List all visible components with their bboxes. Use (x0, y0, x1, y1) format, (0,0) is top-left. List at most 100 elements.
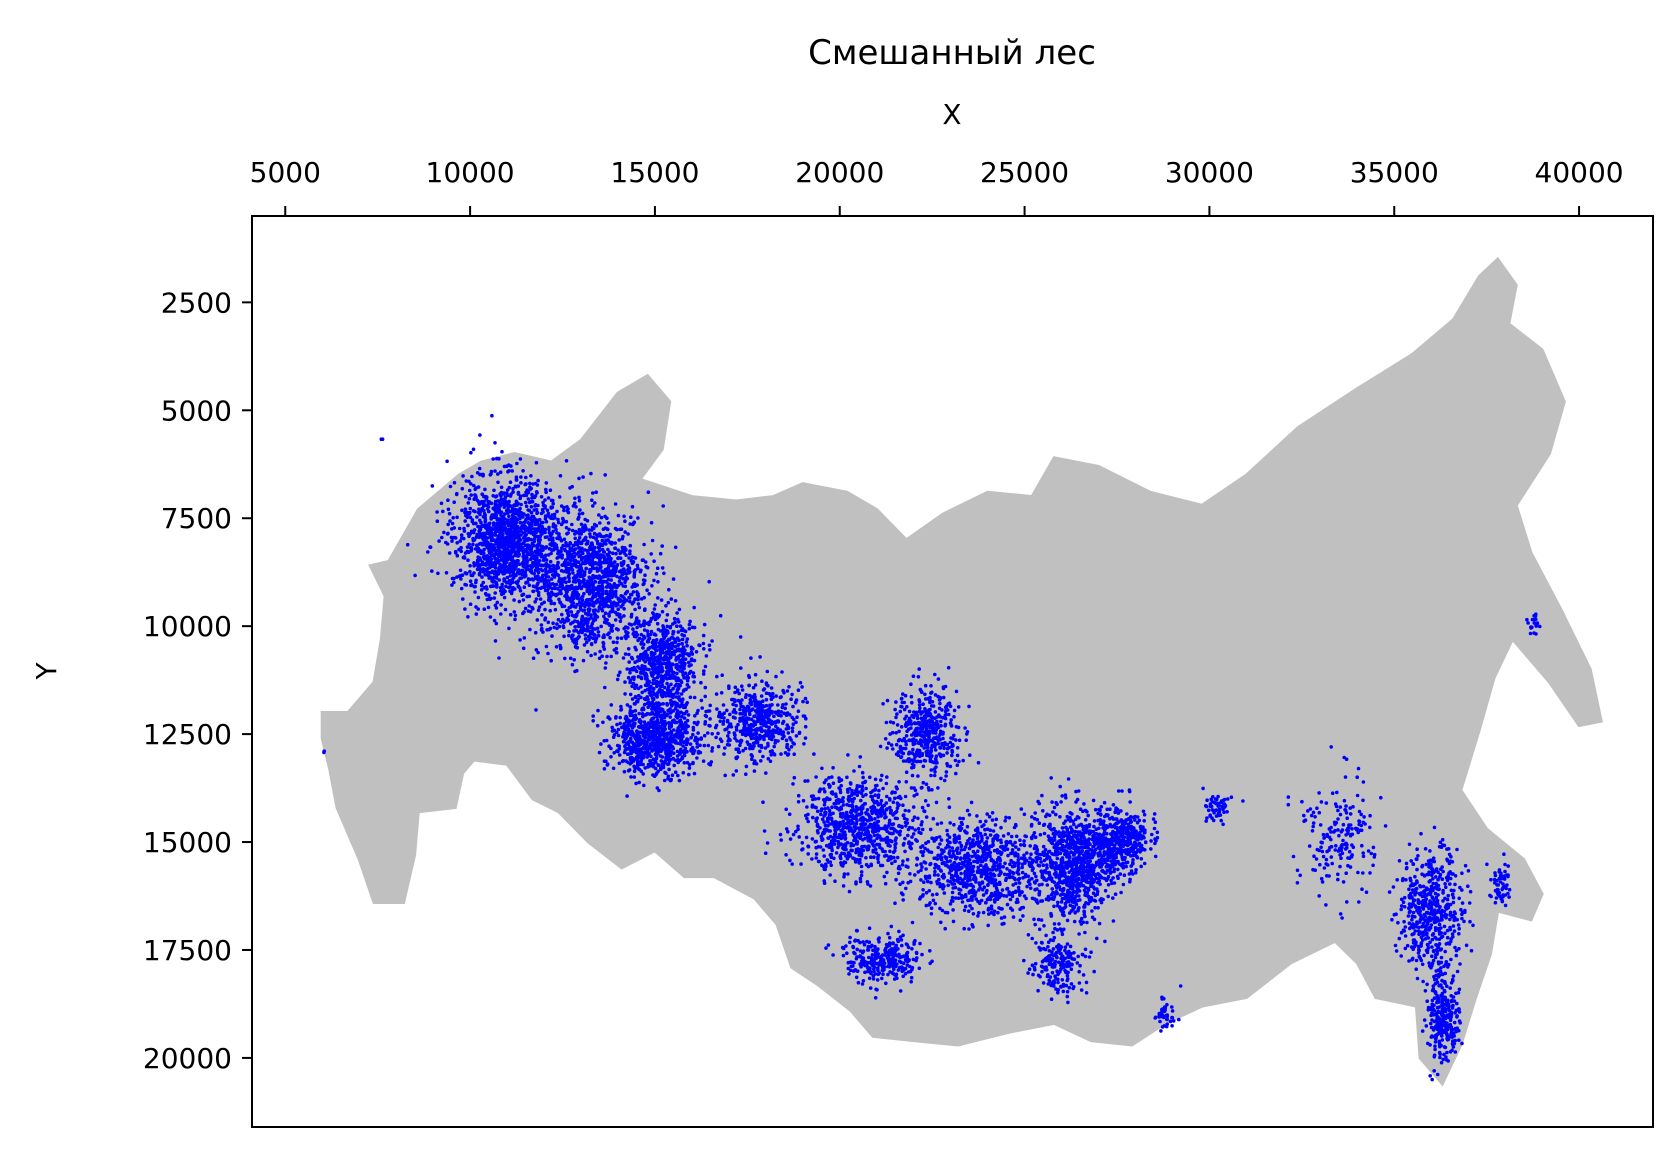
data-point (774, 674, 778, 679)
data-point (631, 733, 636, 737)
data-point (524, 580, 529, 585)
data-point (478, 433, 482, 437)
data-point (454, 551, 458, 555)
data-point (597, 656, 602, 661)
data-point (534, 460, 539, 465)
data-point (486, 570, 490, 575)
data-point (467, 488, 472, 493)
x-axis-label: X (942, 98, 961, 131)
data-point (582, 602, 586, 607)
data-point (500, 544, 504, 548)
data-point (500, 536, 504, 541)
data-point (507, 585, 511, 590)
data-point (567, 576, 571, 580)
data-point (685, 749, 689, 754)
data-point (703, 664, 708, 669)
data-point (435, 519, 440, 523)
data-point (649, 684, 653, 689)
data-point (658, 649, 663, 654)
data-point (654, 755, 659, 760)
data-point (753, 695, 757, 699)
data-point (672, 763, 676, 768)
data-point (687, 766, 692, 770)
data-point (805, 700, 809, 704)
data-point (656, 661, 660, 666)
data-point (627, 660, 631, 664)
data-point (687, 762, 692, 767)
data-point (665, 712, 670, 716)
data-point (700, 706, 704, 710)
data-point (635, 633, 640, 637)
data-point (635, 625, 639, 630)
data-point (829, 863, 833, 868)
data-point (474, 521, 478, 526)
data-point (469, 450, 473, 455)
data-point (536, 608, 541, 612)
data-point (744, 764, 749, 769)
data-point (481, 473, 485, 478)
data-point (563, 548, 567, 553)
data-point (720, 673, 724, 677)
data-point (642, 746, 646, 751)
data-point (741, 705, 745, 709)
data-point (533, 522, 538, 527)
data-point (572, 578, 577, 583)
data-point (689, 663, 693, 667)
data-point (511, 540, 515, 544)
data-point (573, 614, 577, 619)
data-point (715, 707, 719, 711)
data-point (611, 766, 616, 771)
data-point (539, 531, 544, 536)
data-point (577, 512, 582, 516)
data-point (596, 708, 600, 713)
data-point (490, 413, 494, 418)
data-point (662, 692, 666, 696)
data-point (640, 712, 645, 716)
data-point (768, 749, 773, 754)
data-point (681, 689, 686, 693)
data-point (667, 652, 672, 656)
data-point (577, 579, 582, 583)
data-point (768, 730, 772, 735)
data-point (669, 698, 673, 703)
data-point (698, 643, 702, 648)
data-point (487, 500, 492, 504)
data-point (527, 604, 531, 608)
data-point (651, 696, 655, 701)
data-point (601, 575, 606, 579)
data-point (455, 515, 459, 520)
data-point (547, 569, 551, 574)
data-point (544, 519, 549, 524)
data-point (489, 557, 494, 561)
data-point (541, 510, 545, 514)
data-point (776, 739, 780, 743)
data-point (546, 591, 551, 596)
data-point (489, 515, 494, 519)
data-point (450, 527, 454, 531)
data-point (467, 542, 472, 547)
data-point (588, 532, 592, 536)
data-point (801, 714, 806, 718)
data-point (609, 746, 613, 751)
data-point (733, 736, 737, 741)
data-point (484, 496, 489, 501)
data-point (459, 586, 464, 591)
data-point (446, 522, 451, 527)
data-point (481, 567, 486, 571)
data-point (639, 568, 643, 573)
data-point (796, 709, 801, 713)
data-point (646, 746, 651, 750)
data-point (653, 766, 658, 771)
data-point (474, 535, 479, 539)
data-point (492, 596, 497, 600)
data-point (521, 469, 525, 473)
data-point (675, 728, 680, 733)
data-point (496, 480, 500, 485)
data-point (738, 729, 743, 734)
data-point (797, 730, 802, 735)
data-point (532, 571, 536, 576)
data-point (512, 529, 517, 534)
data-point (491, 584, 496, 588)
data-point (695, 756, 699, 760)
data-point (600, 580, 605, 585)
